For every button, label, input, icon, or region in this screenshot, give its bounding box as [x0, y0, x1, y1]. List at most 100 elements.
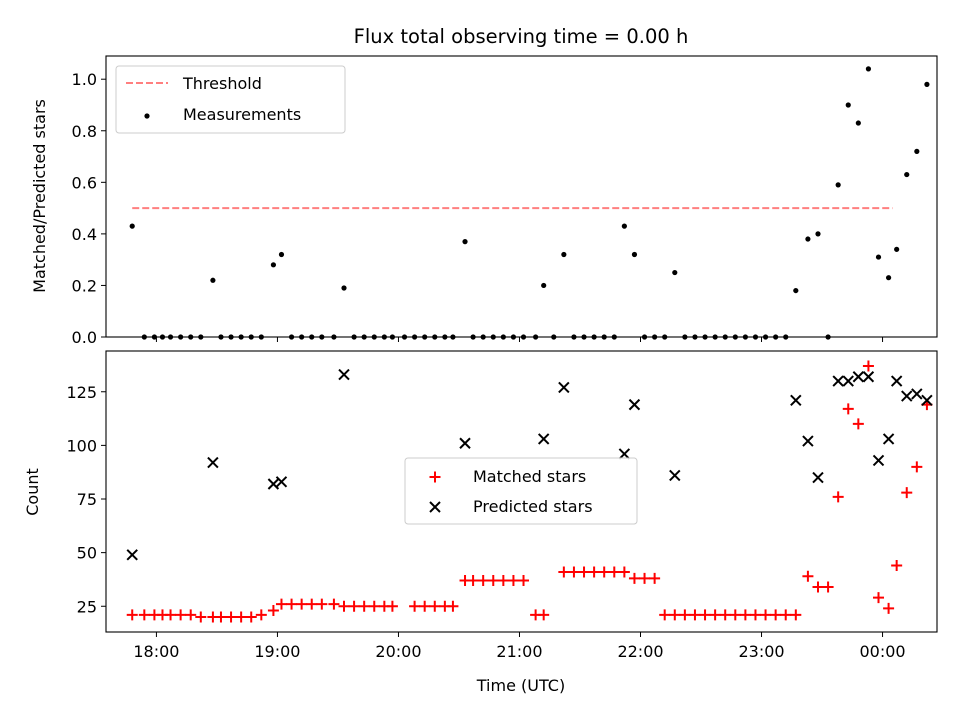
matched-star-point — [338, 600, 350, 612]
x-axis-label: Time (UTC) — [476, 676, 565, 695]
matched-star-point — [852, 418, 864, 430]
matched-star-point — [891, 560, 903, 572]
measurement-point — [924, 81, 930, 87]
matched-star-point — [760, 609, 772, 621]
matched-star-point — [286, 598, 298, 610]
x-tick-label: 21:00 — [496, 642, 542, 661]
matched-star-point — [790, 609, 802, 621]
top-plot-area: 0.0 0.2 0.4 0.6 0.8 1.0 Threshold Measurements — [72, 55, 938, 347]
matched-star-point — [719, 609, 731, 621]
matched-star-point — [679, 609, 691, 621]
matched-star-point — [780, 609, 792, 621]
legend-predicted-swatch — [429, 501, 441, 513]
matched-star-point — [669, 609, 681, 621]
chart-title: Flux total observing time = 0.00 h — [354, 25, 689, 48]
predicted-star-point — [126, 549, 138, 561]
bottom-plot-area: 25 50 75 100 125 18:00 19:00 20:00 21:00 22:00 23:… — [66, 350, 938, 661]
legend-matched-label: Matched stars — [473, 467, 586, 486]
matched-star-point — [497, 575, 509, 587]
legend-predicted-label: Predicted stars — [473, 497, 593, 516]
matched-star-point — [348, 600, 360, 612]
x-tick-label: 18:00 — [133, 642, 179, 661]
legend-box — [115, 65, 346, 134]
measurement-point — [845, 102, 851, 108]
matched-star-point — [467, 575, 479, 587]
matched-star-point — [215, 611, 227, 623]
matched-star-point — [487, 575, 499, 587]
matched-star-point — [429, 600, 441, 612]
measurement-point — [904, 171, 910, 178]
top-plot-frame — [105, 55, 938, 338]
measurement-point — [672, 269, 678, 276]
matched-star-point — [165, 609, 177, 621]
matched-star-point — [225, 611, 237, 623]
matched-star-point — [306, 598, 318, 610]
matched-star-point — [175, 609, 187, 621]
measurement-point — [462, 239, 468, 245]
predicted-star-point — [882, 433, 895, 445]
matched-star-point — [699, 609, 711, 621]
measurement-point — [270, 262, 277, 268]
matched-star-point — [316, 598, 328, 610]
matched-star-point — [588, 566, 600, 578]
bottom-plot-frame — [105, 350, 938, 633]
predicted-star-point — [558, 381, 570, 394]
matched-star-point — [618, 566, 630, 578]
predicted-star-point — [862, 371, 875, 383]
matched-star-point — [195, 611, 207, 623]
x-tick-label: 19:00 — [254, 642, 300, 661]
measurement-point — [805, 236, 811, 242]
measurement-point — [885, 275, 892, 281]
measurement-point — [855, 120, 861, 126]
matched-star-point — [568, 566, 580, 578]
measurement-point — [210, 277, 216, 283]
y-tick-label: 125 — [66, 383, 97, 402]
matched-star-point — [507, 575, 519, 587]
matched-star-point — [649, 572, 661, 584]
matched-star-point — [296, 598, 308, 610]
measurement-point — [541, 282, 547, 289]
predicted-star-point — [275, 476, 288, 488]
x-tick-label: 22:00 — [617, 642, 663, 661]
matched-star-point — [802, 570, 814, 582]
predicted-star-point — [911, 388, 923, 400]
matched-star-point — [832, 491, 844, 503]
bottom-y-axis-label: Count — [23, 468, 42, 516]
x-tick-label: 00:00 — [859, 642, 905, 661]
matched-star-point — [689, 609, 701, 621]
predicted-star-point — [890, 375, 903, 387]
matched-star-point — [245, 611, 257, 623]
matched-star-point — [709, 609, 721, 621]
matched-star-point — [659, 609, 671, 621]
bottom-legend: Matched stars Predicted stars — [404, 457, 638, 525]
measurement-point — [835, 182, 841, 188]
predicted-star-point — [459, 437, 471, 449]
predicted-star-point — [669, 469, 681, 482]
measurement-point — [914, 148, 920, 154]
x-tick-label: 23:00 — [738, 642, 784, 661]
measurement-point — [875, 254, 882, 260]
matched-star-point — [126, 609, 138, 621]
measurement-point — [894, 246, 900, 252]
y-tick-label: 0.2 — [72, 276, 97, 295]
y-tick-label: 100 — [66, 436, 97, 455]
predicted-star-point — [901, 390, 913, 402]
legend-measurement-swatch — [144, 113, 150, 119]
matched-star-point — [558, 566, 570, 578]
y-tick-label: 0.6 — [72, 173, 97, 192]
matched-star-point — [235, 611, 247, 623]
measurement-point — [341, 285, 347, 291]
measurement-point — [631, 251, 638, 258]
matched-star-point — [770, 609, 782, 621]
top-y-axis-label: Matched/Predicted stars — [30, 99, 49, 293]
predicted-star-point — [921, 394, 933, 407]
y-tick-label: 50 — [77, 544, 97, 563]
matched-star-point — [911, 461, 923, 473]
matched-star-point — [883, 602, 895, 614]
matched-star-point — [477, 575, 489, 587]
matched-star-point — [328, 598, 340, 610]
predicted-star-point — [267, 478, 280, 490]
y-tick-label: 1.0 — [72, 70, 97, 89]
matched-star-point — [739, 609, 751, 621]
predicted-star-point — [832, 375, 844, 387]
